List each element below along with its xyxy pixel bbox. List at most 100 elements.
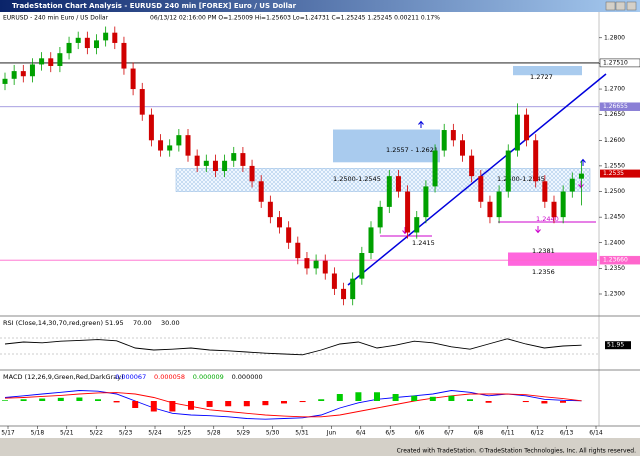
candle-body <box>359 253 364 279</box>
x-tick-label: Jun <box>326 430 337 437</box>
candle-body <box>85 38 90 48</box>
candle-body <box>259 181 264 201</box>
candle-body <box>506 151 511 192</box>
y-tick-label: 1.2350 <box>604 265 625 272</box>
candle-body <box>497 192 502 218</box>
candle-body <box>414 217 419 232</box>
histogram-bar <box>300 401 306 402</box>
candle-body <box>213 161 218 171</box>
histogram-bar <box>337 394 343 401</box>
price-tag-label: 1.27510 <box>603 59 628 66</box>
x-tick-label: 5/31 <box>295 430 309 437</box>
candle-body <box>268 202 273 217</box>
x-tick-label: 5/22 <box>89 430 103 437</box>
histogram-bar <box>374 392 380 401</box>
x-tick-label: 5/30 <box>266 430 280 437</box>
candle-body <box>570 179 575 192</box>
close-button[interactable] <box>627 2 636 10</box>
footer: Created with TradeStation. ©TradeStation… <box>397 448 636 455</box>
histogram-bar <box>281 401 287 403</box>
price-label: 1.2381 <box>532 247 555 255</box>
y-tick-label: 1.2500 <box>604 188 625 195</box>
readout-box-label: 51.95 <box>607 342 624 349</box>
candle-body <box>524 115 529 141</box>
candle-body <box>387 176 392 207</box>
candle-body <box>341 289 346 299</box>
price-tag-label: 1.23660 <box>603 257 628 264</box>
candle-body <box>158 140 163 150</box>
indicator-readout: 51.95 <box>105 319 124 327</box>
x-tick-label: 6/4 <box>356 430 366 437</box>
candle-body <box>515 115 520 151</box>
candle-body <box>405 192 410 233</box>
window-title: TradeStation Chart Analysis - EURUSD 240… <box>12 2 297 10</box>
candle-body <box>250 166 255 181</box>
candle-body <box>423 186 428 217</box>
indicator-readout: 70.00 <box>133 319 152 327</box>
candle-body <box>131 69 136 89</box>
candle-body <box>186 135 191 155</box>
y-tick-label: 1.2650 <box>604 111 625 118</box>
x-tick-label: 5/29 <box>236 430 250 437</box>
quote-readout: 06/13/12 02:16:00 PM O=1.25009 Hi=1.2560… <box>150 15 440 22</box>
x-tick-label: 6/14 <box>589 430 603 437</box>
rsi-label: RSI (Close,14,30,70,red,green) <box>3 319 103 327</box>
maximize-button[interactable] <box>616 2 625 10</box>
candle-body <box>286 227 291 242</box>
candle-body <box>433 151 438 187</box>
y-tick-label: 1.2800 <box>604 34 625 41</box>
price-tag-label: 1.26655 <box>603 103 628 110</box>
histogram-bar <box>58 398 64 401</box>
x-tick-label: 6/7 <box>444 430 454 437</box>
histogram-bar <box>467 399 473 401</box>
candle-body <box>332 273 337 288</box>
histogram-bar <box>76 398 82 402</box>
candle-body <box>112 33 117 43</box>
candle-body <box>561 192 566 218</box>
y-tick-label: 1.2300 <box>604 290 625 297</box>
histogram-bar <box>244 401 250 406</box>
price-label: 1.2415 <box>412 239 435 247</box>
symbol-label: EURUSD - 240 min Euro / US Dollar <box>3 15 109 22</box>
candle-body <box>369 227 374 253</box>
indicator-readout: 0.000058 <box>154 373 185 381</box>
y-tick-label: 1.2600 <box>604 137 625 144</box>
y-tick-label: 1.2700 <box>604 86 625 93</box>
candle-body <box>195 156 200 166</box>
candle-body <box>103 33 108 41</box>
indicator-readout: 0.000009 <box>193 373 224 381</box>
candle-body <box>304 258 309 268</box>
histogram-bar <box>225 401 231 406</box>
candle-body <box>76 38 81 43</box>
x-tick-label: 5/24 <box>148 430 162 437</box>
histogram-bar <box>430 397 436 401</box>
candle-body <box>176 135 181 145</box>
macd-label: MACD (12,26,9,Green,Red,DarkGray) <box>3 373 124 381</box>
x-tick-label: 6/12 <box>530 430 544 437</box>
x-tick-label: 5/23 <box>119 430 133 437</box>
histogram-bar <box>355 392 361 401</box>
candle-body <box>295 243 300 258</box>
histogram-bar <box>151 401 157 412</box>
candle-body <box>469 156 474 176</box>
minimize-button[interactable] <box>606 2 615 10</box>
candle-body <box>121 43 126 69</box>
histogram-bar <box>318 399 324 401</box>
candle-body <box>451 130 456 140</box>
histogram-bar <box>21 399 27 401</box>
x-tick-label: 6/8 <box>474 430 484 437</box>
x-tick-label: 5/25 <box>178 430 192 437</box>
candle-body <box>57 53 62 66</box>
histogram-bar <box>39 399 45 401</box>
candle-body <box>240 153 245 166</box>
y-tick-label: 1.2450 <box>604 214 625 221</box>
candle-body <box>579 174 584 179</box>
histogram-bar <box>2 400 8 401</box>
candle-body <box>533 140 538 181</box>
candle-body <box>542 181 547 201</box>
x-tick-label: 6/5 <box>385 430 395 437</box>
candle-body <box>3 79 8 84</box>
candle-body <box>67 43 72 53</box>
candle-body <box>231 153 236 161</box>
